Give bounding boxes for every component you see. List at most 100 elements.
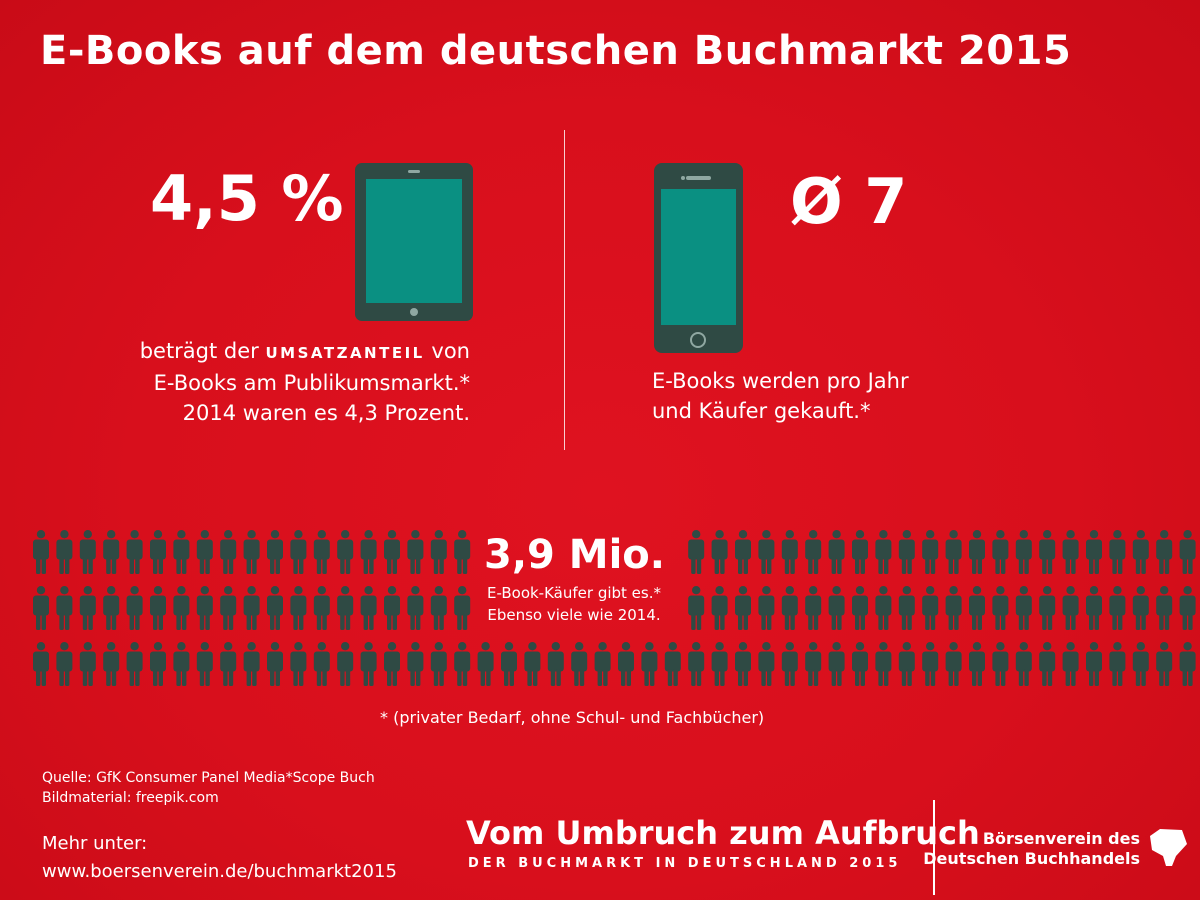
person-icon: [805, 530, 822, 574]
person-icon: [758, 642, 775, 686]
person-icon: [852, 586, 868, 630]
person-icon: [103, 530, 120, 574]
person-icon: [126, 642, 143, 686]
boersenverein-logo: [1150, 829, 1187, 866]
person-icon: [735, 642, 751, 686]
desc-line: E-Books am Publikumsmarkt.*: [153, 371, 470, 395]
person-icon: [688, 586, 705, 630]
person-icon: [688, 530, 705, 574]
desc-text: beträgt der: [139, 339, 266, 363]
column-divider: [564, 130, 565, 450]
person-icon: [1039, 530, 1056, 574]
person-icon: [196, 586, 213, 630]
person-icon: [243, 586, 260, 630]
person-icon: [430, 586, 447, 630]
person-icon: [1039, 642, 1056, 686]
desc-text: von: [424, 339, 470, 363]
person-icon: [220, 642, 237, 686]
person-icon: [79, 642, 96, 686]
person-icon: [360, 530, 377, 574]
person-icon: [407, 642, 424, 686]
person-icon: [1179, 586, 1196, 630]
person-icon: [875, 586, 892, 630]
person-icon: [945, 642, 962, 686]
person-icon: [407, 530, 424, 574]
person-icon: [594, 642, 611, 686]
more-info-link[interactable]: www.boersenverein.de/buchmarkt2015: [42, 861, 397, 882]
person-icon: [828, 586, 845, 630]
person-icon: [875, 642, 892, 686]
person-icon: [150, 586, 166, 630]
person-icon: [1156, 530, 1173, 574]
person-icon: [243, 642, 260, 686]
person-icon: [173, 586, 190, 630]
buyers-count-description: E-Book-Käufer gibt es.* Ebenso viele wie…: [468, 582, 680, 626]
buyers-count-value: 3,9 Mio.: [484, 532, 665, 578]
person-icon: [1086, 586, 1102, 630]
footnote: * (privater Bedarf, ohne Schul- und Fach…: [380, 708, 765, 727]
tablet-icon: [355, 163, 473, 321]
person-icon: [1015, 586, 1032, 630]
person-icon: [196, 642, 213, 686]
person-icon: [805, 642, 822, 686]
person-icon: [220, 530, 237, 574]
person-icon: [1156, 586, 1173, 630]
person-icon: [922, 530, 939, 574]
person-icon: [781, 530, 798, 574]
desc-line: 2014 waren es 4,3 Prozent.: [182, 401, 470, 425]
desc-highlight: UMSATZANTEIL: [265, 344, 425, 362]
person-icon: [290, 642, 307, 686]
person-icon: [477, 642, 494, 686]
person-icon: [384, 586, 400, 630]
organization-name: Börsenverein des Deutschen Buchhandels: [923, 829, 1140, 869]
person-icon: [1062, 586, 1079, 630]
person-icon: [337, 642, 354, 686]
person-icon: [407, 586, 424, 630]
person-icon: [360, 642, 377, 686]
person-icon: [33, 586, 49, 630]
person-icon: [805, 586, 822, 630]
person-icon: [945, 530, 962, 574]
person-icon: [969, 586, 985, 630]
person-icon: [969, 642, 985, 686]
person-icon: [828, 530, 845, 574]
person-icon: [1132, 642, 1149, 686]
person-icon: [1156, 642, 1173, 686]
person-icon: [267, 642, 283, 686]
person-icon: [735, 586, 751, 630]
person-icon: [501, 642, 517, 686]
person-icon: [828, 642, 845, 686]
person-icon: [852, 530, 868, 574]
person-icon: [56, 586, 73, 630]
person-icon: [290, 586, 307, 630]
person-icon: [150, 642, 166, 686]
revenue-share-value: 4,5 %: [150, 162, 344, 235]
person-icon: [126, 586, 143, 630]
source-credits: Quelle: GfK Consumer Panel Media*Scope B…: [42, 768, 375, 808]
desc-line: E-Book-Käufer gibt es.*: [487, 584, 661, 602]
source-line: Quelle: GfK Consumer Panel Media*Scope B…: [42, 770, 375, 786]
person-icon: [337, 586, 354, 630]
person-icon: [781, 642, 798, 686]
campaign-title: Vom Umbruch zum Aufbruch: [466, 814, 980, 852]
org-name-line: Deutschen Buchhandels: [923, 849, 1140, 868]
person-icon: [56, 642, 73, 686]
person-icon: [1062, 642, 1079, 686]
person-icon: [1015, 642, 1032, 686]
person-icon: [641, 642, 658, 686]
person-icon: [758, 530, 775, 574]
person-icon: [969, 530, 985, 574]
person-icon: [337, 530, 354, 574]
person-icon: [664, 642, 681, 686]
person-icon: [196, 530, 213, 574]
person-icon: [618, 642, 634, 686]
person-icon: [313, 642, 330, 686]
person-icon: [547, 642, 564, 686]
person-icon: [711, 530, 728, 574]
person-icon: [571, 642, 588, 686]
footer-divider: [933, 800, 935, 895]
campaign-subtitle: DER BUCHMARKT IN DEUTSCHLAND 2015: [468, 856, 902, 871]
person-icon: [313, 586, 330, 630]
person-icon: [360, 586, 377, 630]
